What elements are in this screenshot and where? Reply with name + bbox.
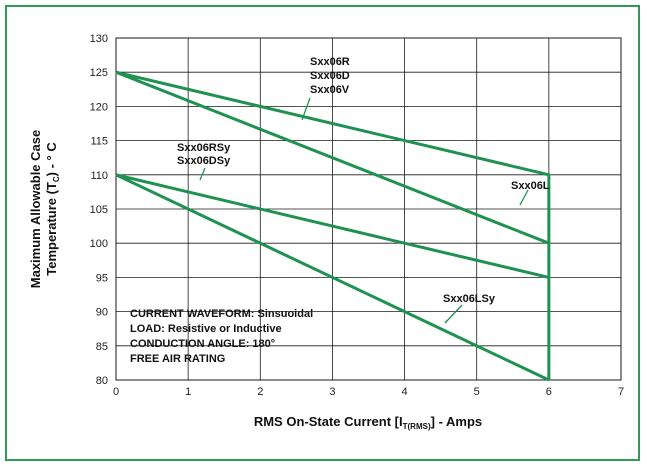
leader-sxx06v bbox=[301, 97, 311, 121]
series-line-3 bbox=[115, 173, 550, 279]
series-line-4 bbox=[115, 173, 550, 382]
x-tick-label: 5 bbox=[474, 386, 480, 398]
y-axis-title: Maximum Allowable Case Temperature (TC) … bbox=[28, 130, 61, 288]
x-tick-label: 4 bbox=[402, 386, 408, 398]
series-line-2 bbox=[115, 70, 550, 245]
y-tick-label: 100 bbox=[90, 238, 108, 250]
label-sxx06dsy: Sxx06DSy bbox=[177, 155, 231, 167]
leader-sxx06dsy bbox=[199, 167, 206, 181]
label-sxx06v: Sxx06V bbox=[310, 84, 350, 96]
y-tick-label: 90 bbox=[96, 307, 108, 319]
x-tick-label: 2 bbox=[257, 386, 263, 398]
label-leaders bbox=[199, 97, 529, 324]
y-tick-label: 115 bbox=[90, 136, 108, 148]
y-axis-title-line2: Temperature (TC) - ° C bbox=[44, 142, 61, 276]
y-tick-label: 85 bbox=[96, 341, 108, 353]
y-tick-label: 80 bbox=[96, 375, 108, 387]
series-lines bbox=[115, 70, 551, 382]
leader-sxx06l bbox=[519, 189, 529, 206]
label-sxx06l: Sxx06L bbox=[511, 180, 550, 192]
label-sxx06d: Sxx06D bbox=[310, 70, 350, 82]
y-tick-label: 95 bbox=[96, 272, 108, 284]
y-tick-label: 125 bbox=[90, 67, 108, 79]
leader-sxx06lsy bbox=[444, 304, 463, 324]
x-tick-label: 6 bbox=[546, 386, 552, 398]
note-free-air: FREE AIR RATING bbox=[130, 353, 225, 365]
y-tick-label: 130 bbox=[90, 33, 108, 45]
note-waveform: CURRENT WAVEFORM: Sinsuoidal bbox=[130, 308, 313, 320]
chart-frame bbox=[5, 5, 640, 461]
label-sxx06lsy: Sxx06LSy bbox=[443, 293, 496, 305]
y-tick-label: 105 bbox=[90, 204, 108, 216]
x-tick-label: 7 bbox=[618, 386, 624, 398]
x-tick-label: 0 bbox=[113, 386, 119, 398]
label-sxx06rsy: Sxx06RSy bbox=[177, 142, 231, 154]
label-sxx06r: Sxx06R bbox=[310, 56, 350, 68]
plot-area bbox=[115, 37, 622, 381]
x-axis-ticks: 0 1 2 3 4 5 6 7 bbox=[113, 386, 624, 398]
x-tick-label: 3 bbox=[329, 386, 335, 398]
x-axis-title: RMS On-State Current [IT(RMS)] - Amps bbox=[254, 414, 482, 431]
note-conduction-angle: CONDUCTION ANGLE: 180° bbox=[130, 338, 275, 350]
series-line-1 bbox=[115, 70, 551, 380]
y-axis-title-line1: Maximum Allowable Case bbox=[28, 130, 43, 288]
x-tick-label: 1 bbox=[185, 386, 191, 398]
y-tick-label: 120 bbox=[90, 101, 108, 113]
note-load: LOAD: Resistive or Inductive bbox=[130, 323, 282, 335]
y-tick-label: 110 bbox=[90, 170, 108, 182]
y-axis-ticks: 80 85 90 95 100 105 110 115 120 125 130 bbox=[90, 33, 108, 387]
